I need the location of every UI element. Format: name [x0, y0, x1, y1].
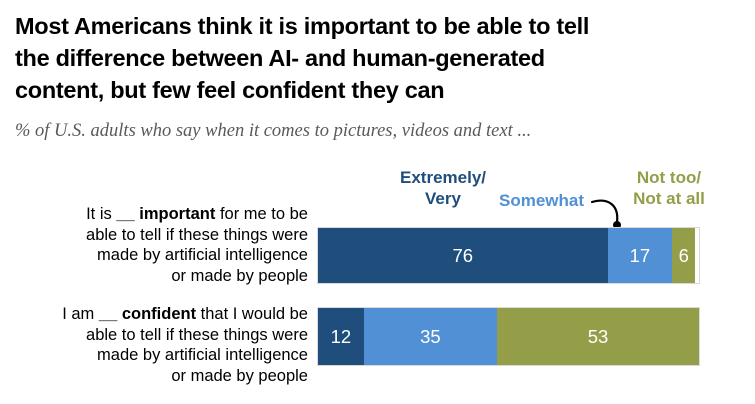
bar-label-confident: I am __ confident that I would be able t… [0, 304, 308, 386]
bar-segment-somewhat: 35 [363, 308, 498, 365]
chart-title-line: content, but few feel confident they can [15, 77, 445, 103]
stacked-bar-important: 76 17 6 [317, 227, 700, 284]
bar-label-important: It is __ important for me to be able to … [0, 204, 308, 286]
bar-value: 17 [629, 244, 651, 266]
bar-segment-extremely-very: 76 [318, 228, 608, 283]
bar-label-line: made by artificial intelligence [97, 246, 308, 264]
bar-segment-extremely-very: 12 [318, 308, 364, 365]
bar-label-line: able to tell if these things were [86, 325, 308, 344]
chart-title: Most Americans think it is important to … [15, 10, 745, 106]
legend-label: Very [425, 189, 461, 208]
bar-segment-not-too: 53 [497, 308, 699, 365]
bar-value: 53 [587, 325, 609, 347]
bar-label-line: made by artificial intelligence [97, 346, 308, 364]
bar-label-line: It is __ important for me to be [86, 205, 308, 223]
chart-title-line: the difference between AI- and human-gen… [15, 45, 545, 71]
bar-value: 12 [330, 325, 352, 347]
legend-callout-curve-icon [590, 199, 621, 229]
legend-label: Not too/ [636, 168, 702, 187]
bar-value: 35 [420, 325, 441, 347]
legend-extremely-very: Extremely/ Very [383, 167, 503, 209]
bar-label-line: I am __ confident that I would be [62, 305, 308, 323]
stacked-bar-confident: 12 35 53 [317, 307, 700, 366]
bar-label-line: or made by people [171, 266, 308, 285]
bar-label-line: or made by people [171, 366, 308, 385]
legend-label: Not at all [633, 189, 705, 208]
bar-label-line: able to tell if these things were [86, 225, 308, 244]
bar-value: 6 [678, 244, 689, 266]
chart-title-line: Most Americans think it is important to … [15, 13, 590, 39]
legend-label: Extremely/ [400, 168, 486, 187]
legend-label: Somewhat [499, 191, 585, 210]
bar-value: 76 [452, 244, 474, 266]
legend-not-too-not-at-all: Not too/ Not at all [611, 167, 727, 209]
bar-segment-somewhat: 17 [607, 228, 673, 283]
bar-segment-not-too: 6 [672, 228, 696, 283]
chart-subtitle: % of U.S. adults who say when it comes t… [15, 121, 532, 141]
legend-somewhat: Somewhat [499, 190, 594, 211]
